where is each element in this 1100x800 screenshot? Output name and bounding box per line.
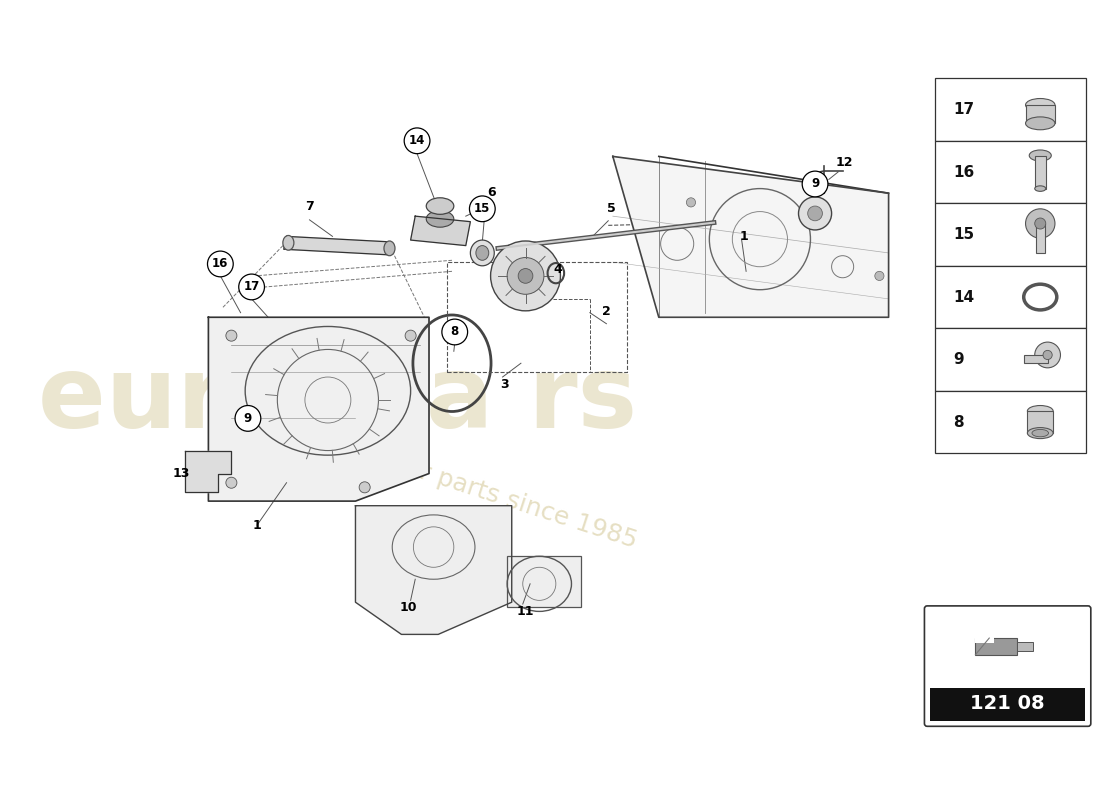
Circle shape	[874, 271, 884, 281]
Polygon shape	[410, 216, 471, 246]
Text: 9: 9	[244, 412, 252, 425]
Ellipse shape	[476, 246, 488, 260]
Text: 8: 8	[451, 326, 459, 338]
Circle shape	[1025, 209, 1055, 238]
Text: 4: 4	[553, 263, 562, 276]
Text: eurospa rs: eurospa rs	[37, 351, 637, 449]
Text: 2: 2	[602, 306, 610, 318]
Text: 14: 14	[953, 290, 975, 305]
Circle shape	[235, 406, 261, 431]
Text: 7: 7	[305, 201, 314, 214]
Bar	[1027, 411, 1053, 433]
Text: 1: 1	[253, 518, 262, 531]
Bar	[935, 328, 1086, 391]
Polygon shape	[284, 236, 390, 254]
Text: 5: 5	[606, 202, 615, 215]
Circle shape	[1035, 342, 1060, 368]
Bar	[935, 78, 1086, 141]
Text: 9: 9	[811, 178, 819, 190]
Circle shape	[239, 274, 264, 300]
Ellipse shape	[1025, 117, 1055, 130]
Bar	[1016, 642, 1033, 651]
Text: 9: 9	[953, 352, 964, 367]
Circle shape	[470, 196, 495, 222]
Text: 14: 14	[409, 134, 426, 147]
Text: 15: 15	[474, 202, 491, 215]
Circle shape	[404, 128, 430, 154]
Bar	[507, 556, 581, 607]
Polygon shape	[613, 157, 889, 318]
Circle shape	[1043, 350, 1053, 359]
Circle shape	[820, 211, 828, 221]
Bar	[448, 262, 627, 373]
Circle shape	[226, 330, 236, 341]
Ellipse shape	[1027, 406, 1053, 417]
Bar	[1025, 105, 1055, 123]
Text: 12: 12	[836, 156, 854, 170]
Bar	[935, 266, 1086, 328]
Text: 8: 8	[953, 414, 964, 430]
Ellipse shape	[426, 198, 454, 214]
Bar	[1035, 155, 1046, 189]
Text: a passion for parts since 1985: a passion for parts since 1985	[273, 413, 640, 553]
Text: 6: 6	[487, 186, 496, 198]
Circle shape	[507, 258, 543, 294]
Ellipse shape	[1027, 427, 1053, 438]
Text: 16: 16	[212, 258, 229, 270]
Text: 17: 17	[953, 102, 975, 117]
Ellipse shape	[1030, 150, 1052, 161]
Ellipse shape	[1035, 186, 1046, 191]
Text: 11: 11	[517, 605, 535, 618]
FancyBboxPatch shape	[924, 606, 1091, 726]
Text: 13: 13	[172, 467, 189, 480]
Ellipse shape	[471, 240, 494, 266]
Text: 16: 16	[953, 165, 975, 179]
Bar	[1036, 223, 1045, 253]
Circle shape	[799, 197, 832, 230]
Ellipse shape	[426, 210, 454, 227]
Bar	[935, 141, 1086, 203]
Bar	[1024, 355, 1047, 363]
Ellipse shape	[1032, 430, 1048, 437]
Text: 17: 17	[243, 281, 260, 294]
Circle shape	[208, 251, 233, 277]
Circle shape	[359, 482, 371, 493]
Circle shape	[442, 319, 468, 345]
Circle shape	[491, 241, 560, 311]
Bar	[976, 638, 1016, 654]
Circle shape	[807, 206, 823, 221]
Polygon shape	[208, 318, 429, 501]
Text: 121 08: 121 08	[970, 694, 1045, 713]
Ellipse shape	[283, 235, 294, 250]
Text: 3: 3	[500, 378, 508, 391]
Text: 10: 10	[400, 602, 418, 614]
Circle shape	[802, 171, 828, 197]
Circle shape	[226, 478, 236, 488]
Bar	[930, 688, 1086, 721]
Bar	[935, 391, 1086, 454]
Text: 15: 15	[953, 227, 975, 242]
Polygon shape	[186, 450, 231, 492]
Circle shape	[518, 269, 532, 283]
Circle shape	[686, 198, 695, 207]
Circle shape	[405, 330, 416, 341]
Ellipse shape	[384, 241, 395, 256]
Ellipse shape	[1025, 98, 1055, 111]
Bar	[935, 203, 1086, 266]
Circle shape	[1035, 218, 1046, 229]
Text: 1: 1	[740, 230, 749, 243]
Bar	[976, 634, 993, 642]
Polygon shape	[355, 506, 512, 634]
